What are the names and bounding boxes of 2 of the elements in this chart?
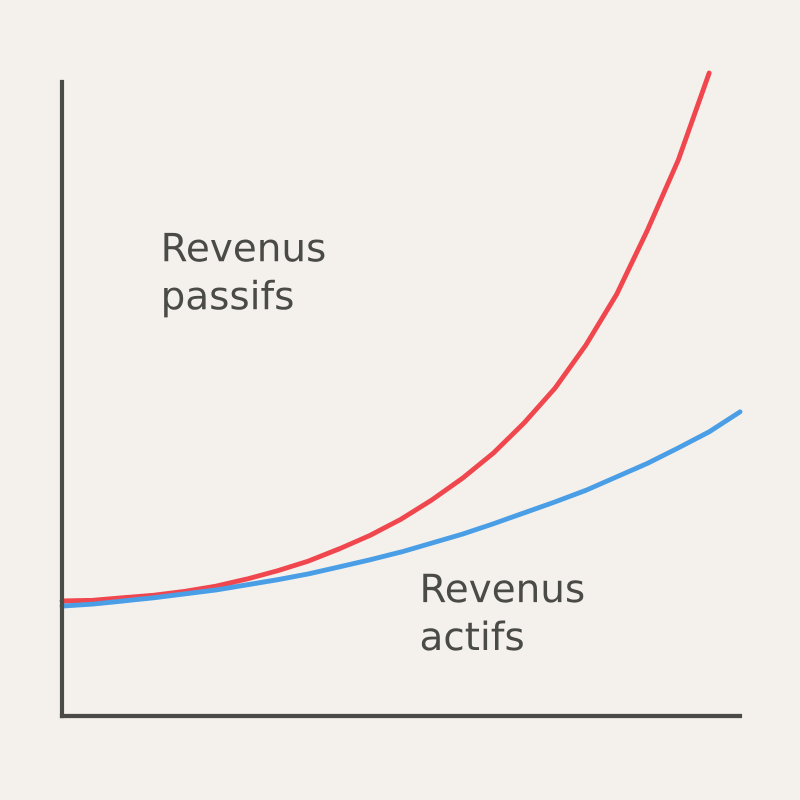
annotation: Revenus passifs [164, 232, 324, 318]
annotation: Revenus actifs [422, 574, 584, 651]
